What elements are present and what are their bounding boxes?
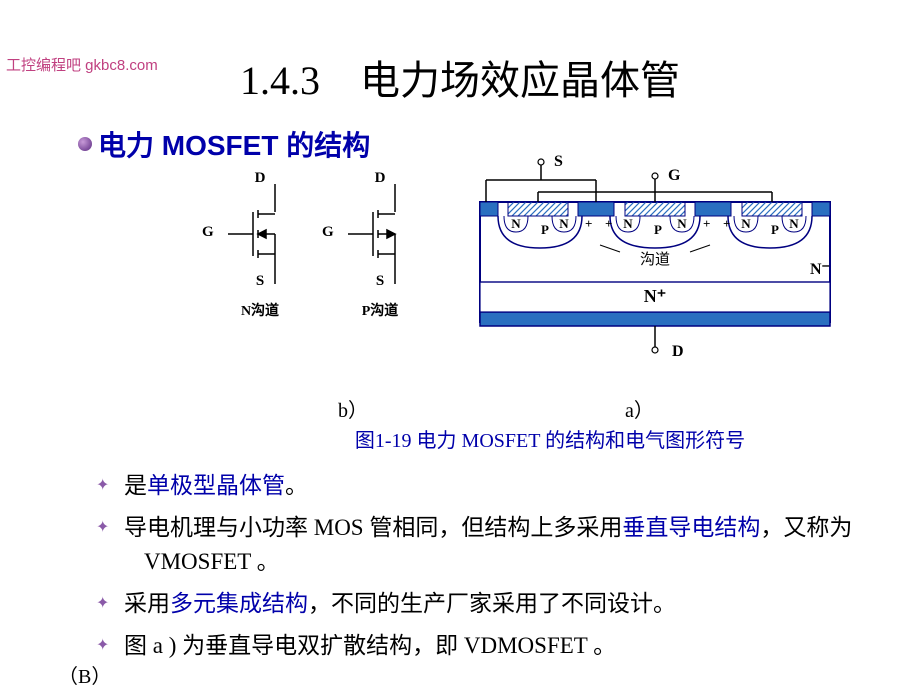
txt: 导电机理与小功率 MOS 管相同，但结构上多采用 xyxy=(124,515,622,540)
n-label: N xyxy=(511,216,521,231)
nminus-label: N⁻ xyxy=(810,261,830,278)
watermark: 工控编程吧 gkbc8.com xyxy=(6,54,158,75)
structure-svg: N⁺ N⁻ 沟道 N xyxy=(450,152,860,372)
p-label: P xyxy=(541,222,549,237)
p-label: P xyxy=(771,222,779,237)
list-item: ✦导电机理与小功率 MOS 管相同，但结构上多采用垂直导电结构，又称为 VMOS… xyxy=(120,511,860,579)
diagram-row: D G S N沟道 D G xyxy=(0,164,920,394)
subtitle: 电力 MOSFET 的结构 xyxy=(98,124,370,164)
s-terminal: S xyxy=(554,153,563,170)
label-s: S xyxy=(256,273,264,290)
list-item: ✦采用多元集成结构，不同的生产厂家采用了不同设计。 xyxy=(120,587,860,621)
label-g: G xyxy=(202,224,214,241)
n-caption: N沟道 xyxy=(200,300,320,320)
channel-label: 沟道 xyxy=(640,251,670,268)
n-label: N xyxy=(789,216,799,231)
label-g: G xyxy=(322,224,334,241)
list-item: ✦是单极型晶体管。 xyxy=(120,469,860,503)
tag-b: b） xyxy=(338,394,368,423)
footer-label: （B） xyxy=(58,660,111,689)
highlight: 多元集成结构 xyxy=(170,591,308,616)
mosfet-structure: N⁺ N⁻ 沟道 N xyxy=(450,152,860,377)
n-label: N xyxy=(677,216,687,231)
nplus-label: N⁺ xyxy=(644,286,667,306)
g-terminal: G xyxy=(668,167,681,184)
bullet-icon xyxy=(78,137,92,151)
tag-row: b） a） xyxy=(0,394,920,422)
highlight: 单极型晶体管 xyxy=(147,473,285,498)
d-terminal: D xyxy=(672,343,684,360)
list-item: ✦图 a ) 为垂直导电双扩散结构，即 VDMOSFET 。 xyxy=(120,629,860,663)
n-label: N xyxy=(623,216,633,231)
txt: 图 a ) 为垂直导电双扩散结构，即 VDMOSFET 。 xyxy=(124,633,616,658)
label-d: D xyxy=(255,170,266,187)
txt: ，不同的生产厂家采用了不同设计。 xyxy=(308,591,676,616)
txt: 是 xyxy=(124,473,147,498)
p-caption: P沟道 xyxy=(320,300,440,320)
n-label: N xyxy=(741,216,751,231)
txt: 采用 xyxy=(124,591,170,616)
highlight: 垂直导电结构 xyxy=(622,515,760,540)
symbol-p-channel: D G S P沟道 xyxy=(320,174,440,320)
n-label: N xyxy=(559,216,569,231)
svg-text:+: + xyxy=(585,216,592,231)
svg-text:+: + xyxy=(605,216,612,231)
svg-text:+: + xyxy=(703,216,710,231)
symbol-n-channel: D G S N沟道 xyxy=(200,174,320,320)
p-label: P xyxy=(654,222,662,237)
label-d: D xyxy=(375,170,386,187)
svg-text:+: + xyxy=(723,216,730,231)
label-s: S xyxy=(376,273,384,290)
body-list: ✦是单极型晶体管。 ✦导电机理与小功率 MOS 管相同，但结构上多采用垂直导电结… xyxy=(120,469,860,663)
figure-caption: 图1-19 电力 MOSFET 的结构和电气图形符号 xyxy=(180,424,920,453)
tag-a: a） xyxy=(625,394,654,423)
txt: 。 xyxy=(285,473,308,498)
